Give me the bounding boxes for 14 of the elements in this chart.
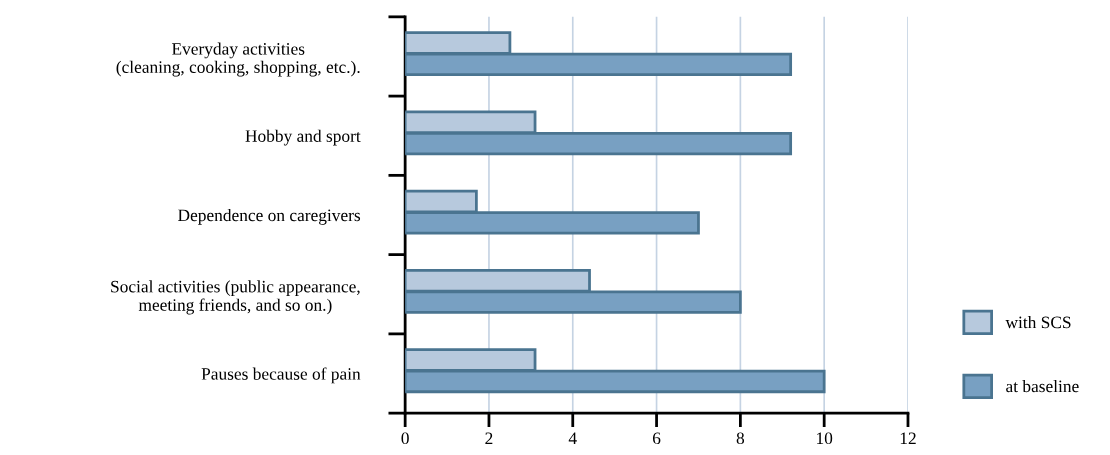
y-tick-label: Everyday activities (cleaning, cooking, shopping, etc.). — [116, 42, 360, 77]
x-tick-label: 0 — [401, 432, 409, 445]
x-tick-label: 6 — [652, 432, 661, 445]
legend-label: with SCS — [1005, 316, 1071, 329]
legend-label: at baseline — [1006, 380, 1079, 393]
y-tick-label: Pauses because of pain — [201, 367, 361, 384]
x-tick-label: 12 — [900, 432, 916, 444]
y-tick-label: Hobby and sport — [245, 129, 361, 146]
y-tick-label: Dependence on caregivers — [178, 208, 361, 225]
x-tick-label: 2 — [485, 432, 493, 444]
x-tick-label: 8 — [736, 432, 745, 445]
y-tick-label: Social activities (public appearance, meeting friends, and so on.) — [111, 280, 360, 315]
x-tick-label: 4 — [568, 432, 577, 444]
x-tick-label: 10 — [817, 432, 833, 445]
